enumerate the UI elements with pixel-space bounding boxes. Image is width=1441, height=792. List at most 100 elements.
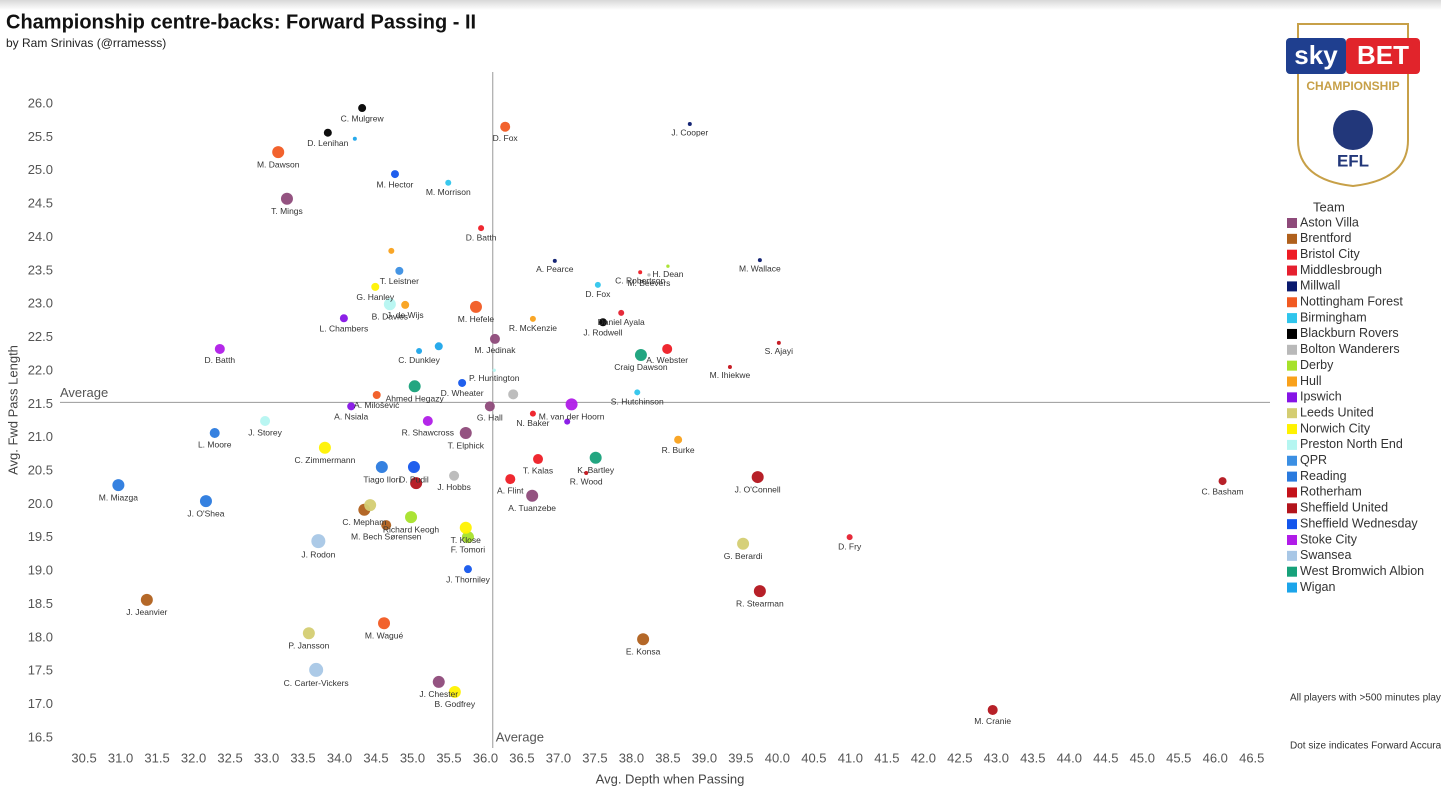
- x-tick-label: 36.0: [473, 750, 498, 765]
- player-label: M. Ihiekwe: [710, 370, 751, 380]
- legend-swatch: [1287, 582, 1297, 593]
- x-axis-title: Avg. Depth when Passing: [596, 771, 745, 786]
- chart-title: Championship centre-backs: Forward Passi…: [6, 11, 476, 33]
- x-tick-label: 46.0: [1203, 750, 1228, 765]
- y-tick-label: 21.5: [28, 396, 53, 411]
- y-tick-label: 23.0: [28, 296, 53, 311]
- legend-label: Sheffield United: [1300, 501, 1388, 515]
- player-dot: [395, 266, 404, 275]
- player-label: M. Dawson: [257, 159, 300, 169]
- player-dot: [364, 499, 377, 512]
- player-label: M. Hefele: [458, 314, 495, 324]
- player-label: A. Tuanzebe: [508, 503, 556, 513]
- player-dot: [449, 470, 460, 481]
- legend-swatch: [1287, 344, 1297, 355]
- x-tick-label: 36.5: [509, 750, 534, 765]
- legend-label: Rotherham: [1300, 485, 1362, 499]
- x-tick-label: 31.5: [144, 750, 169, 765]
- legend-swatch: [1287, 281, 1297, 292]
- player-dot: [589, 451, 602, 464]
- player-dot: [434, 342, 443, 351]
- legend-label: Aston Villa: [1300, 215, 1359, 229]
- chart-subtitle: by Ram Srinivas (@rramesss): [6, 36, 166, 50]
- player-dot: [416, 347, 423, 354]
- y-tick-label: 19.5: [28, 529, 53, 544]
- legend-swatch: [1287, 218, 1297, 228]
- player-dot: [584, 471, 589, 476]
- note: All players with >500 minutes played: [1290, 693, 1441, 704]
- x-tick-label: 37.0: [546, 750, 571, 765]
- player-dot: [140, 593, 153, 606]
- player-label: D. Fox: [493, 133, 519, 143]
- player-dot: [647, 273, 651, 277]
- legend-swatch: [1287, 535, 1297, 545]
- player-dot: [112, 479, 125, 492]
- player-dot: [371, 282, 380, 291]
- legend-label: Millwall: [1300, 279, 1340, 293]
- player-dot: [459, 427, 472, 440]
- legend-swatch: [1287, 408, 1297, 419]
- player-label: J. Hobbs: [437, 482, 471, 492]
- legend-label: Norwich City: [1300, 421, 1371, 435]
- player-label: D. Wheater: [441, 388, 484, 398]
- note: Dot size indicates Forward Accuracy: [1290, 741, 1441, 752]
- player-dot: [358, 104, 367, 113]
- legend-label: Derby: [1300, 358, 1334, 372]
- player-label: J. Jeanvier: [126, 607, 167, 617]
- player-dot: [529, 315, 536, 322]
- legend-title: Team: [1313, 199, 1345, 214]
- player-label: A. Pearce: [536, 264, 574, 274]
- player-dot: [500, 121, 511, 132]
- y-tick-label: 19.0: [28, 563, 53, 578]
- player-dot: [323, 128, 332, 137]
- player-label: R. Stearman: [736, 598, 784, 608]
- player-label: A. Flint: [497, 485, 524, 495]
- player-dot: [757, 258, 762, 263]
- legend-label: Preston North End: [1300, 437, 1403, 451]
- player-dot: [634, 389, 641, 396]
- x-tick-label: 40.0: [765, 750, 790, 765]
- average-label: Average: [496, 729, 544, 744]
- player-label: G. Hanley: [356, 292, 395, 302]
- x-tick-label: 40.5: [801, 750, 826, 765]
- player-label: M. Jedinak: [474, 345, 516, 355]
- player-label: R. McKenzie: [509, 323, 557, 333]
- legend-label: Stoke City: [1300, 532, 1358, 546]
- player-label: Craig Dawson: [614, 362, 668, 372]
- player-label: P. Huntington: [469, 373, 520, 383]
- player-dot: [776, 340, 781, 345]
- player-dot: [484, 401, 495, 412]
- player-dot: [727, 364, 732, 369]
- player-dot: [594, 281, 601, 288]
- x-tick-label: 31.0: [108, 750, 133, 765]
- player-dot: [469, 300, 482, 313]
- legend-label: Sheffield Wednesday: [1300, 516, 1418, 530]
- y-tick-label: 24.5: [28, 196, 53, 211]
- player-dot: [405, 511, 418, 524]
- player-label: J. O'Connell: [735, 484, 781, 494]
- logo-bet: BET: [1357, 40, 1409, 70]
- player-dot: [407, 461, 420, 474]
- player-dot: [666, 264, 670, 268]
- player-dot: [638, 270, 643, 275]
- legend-swatch: [1287, 392, 1297, 403]
- player-label: D. Fry: [838, 541, 862, 551]
- player-label: Ahmed Hegazy: [386, 394, 445, 404]
- player-dot: [458, 378, 467, 387]
- logo-league: CHAMPIONSHIP: [1306, 79, 1399, 93]
- player-label: D. Pudil: [399, 474, 429, 484]
- player-label: J. O'Shea: [187, 508, 224, 518]
- legend-label: Nottingham Forest: [1300, 295, 1403, 309]
- player-label: Daniel Ayala: [598, 317, 645, 327]
- legend-label: Wigan: [1300, 580, 1335, 594]
- player-dot: [987, 704, 998, 715]
- player-label: S. Ajayi: [765, 346, 793, 356]
- player-dot: [489, 333, 500, 344]
- player-label: M. van der Hoorn: [539, 412, 605, 422]
- player-label: M. Cranie: [974, 716, 1011, 726]
- player-label: C. Zimmermann: [294, 455, 355, 465]
- legend-swatch: [1287, 487, 1297, 498]
- player-label: M. Beevers: [627, 278, 670, 288]
- x-tick-label: 41.5: [874, 750, 899, 765]
